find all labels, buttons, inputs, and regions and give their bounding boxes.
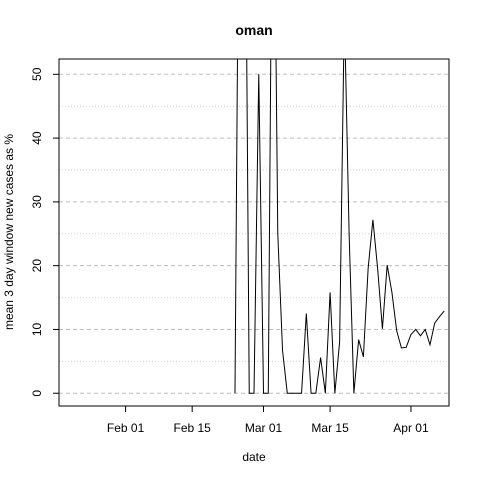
y-axis-label: mean 3 day window new cases as % (2, 134, 16, 330)
series-line (234, 59, 445, 394)
plot-frame (58, 58, 450, 407)
y-tick-label: 30 (30, 195, 44, 209)
x-tick-label: Mar 01 (245, 421, 283, 435)
y-tick-label: 0 (30, 390, 44, 397)
y-tick-label: 10 (30, 322, 44, 336)
x-axis-label: date (242, 450, 266, 464)
series-layer (234, 59, 445, 394)
y-tick-label: 50 (30, 67, 44, 81)
x-axis: Feb 01 Feb 15 Mar 01 Mar 15 Apr 01 (107, 406, 429, 435)
y-axis: 0 10 20 30 40 50 (30, 67, 59, 397)
y-tick-label: 40 (30, 131, 44, 145)
gridlines (59, 73, 449, 394)
chart-title: oman (235, 22, 272, 38)
x-tick-label: Feb 15 (173, 421, 211, 435)
y-tick-label: 20 (30, 259, 44, 273)
x-tick-label: Mar 15 (311, 421, 349, 435)
x-tick-label: Apr 01 (393, 421, 429, 435)
x-tick-label: Feb 01 (107, 421, 145, 435)
